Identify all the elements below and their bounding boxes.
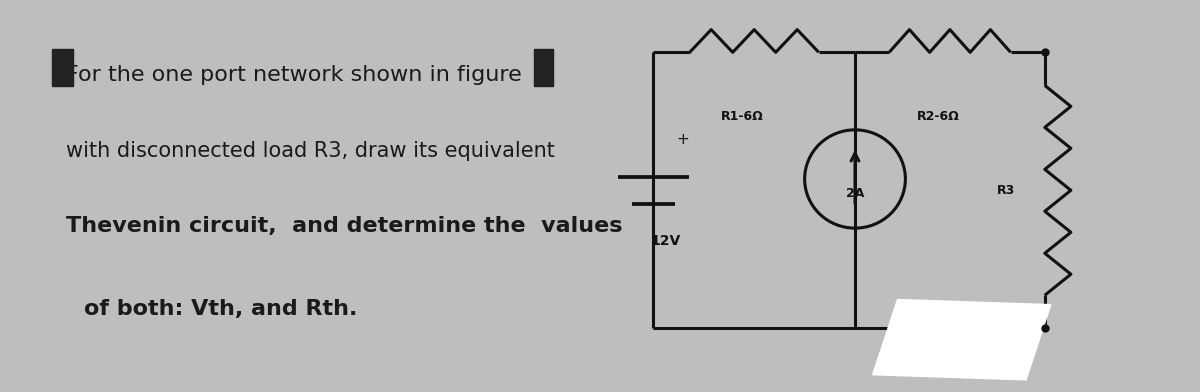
Bar bbox=[534, 49, 553, 86]
Text: For the one port network shown in figure: For the one port network shown in figure bbox=[66, 65, 522, 85]
Bar bbox=[872, 299, 1051, 380]
Text: of both: Vth, and Rth.: of both: Vth, and Rth. bbox=[84, 299, 358, 319]
Text: Thevenin circuit,  and determine the  values: Thevenin circuit, and determine the valu… bbox=[66, 216, 623, 236]
Text: R1-6Ω: R1-6Ω bbox=[721, 110, 763, 123]
Text: R2-6Ω: R2-6Ω bbox=[917, 110, 960, 123]
Text: 12V: 12V bbox=[650, 234, 680, 249]
Text: with disconnected load R3, draw its equivalent: with disconnected load R3, draw its equi… bbox=[66, 141, 556, 161]
Bar bbox=[52, 49, 73, 86]
Text: +: + bbox=[677, 132, 690, 147]
Text: 2A: 2A bbox=[846, 187, 864, 200]
Text: R3: R3 bbox=[997, 184, 1015, 197]
